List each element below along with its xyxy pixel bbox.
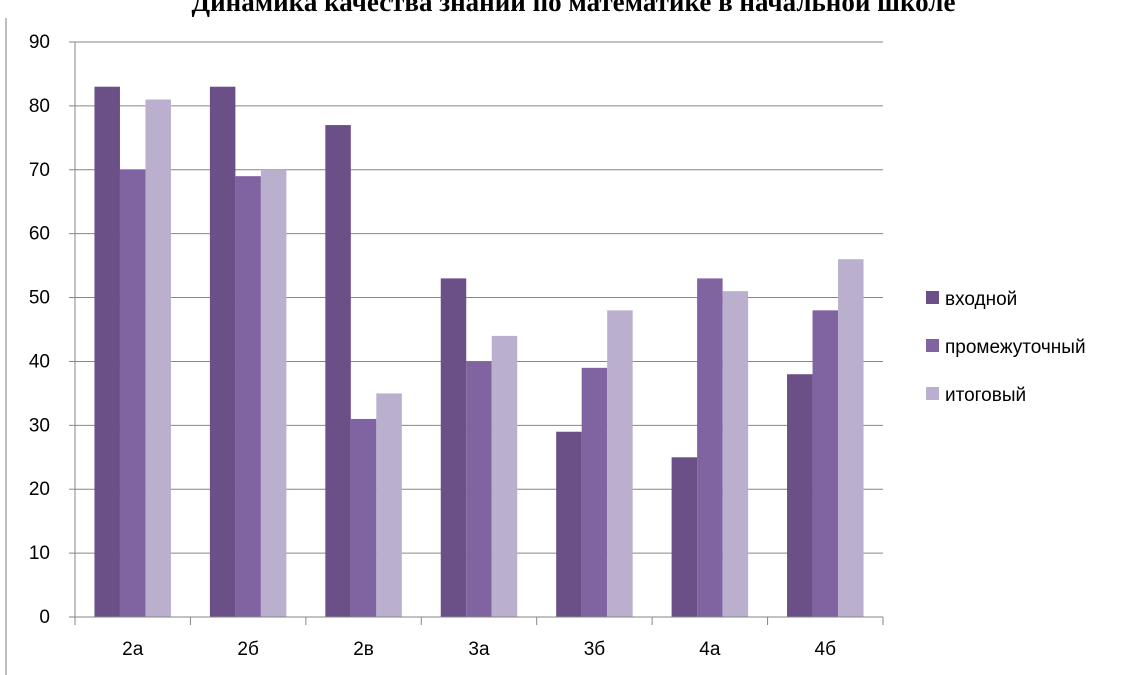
y-tick-label: 70: [29, 160, 50, 181]
x-tick-label: 3а: [468, 639, 490, 660]
bar-3-2: [260, 169, 287, 617]
bar-3-7: [838, 259, 864, 617]
bar-1-3: [325, 125, 351, 618]
y-tick-label: 50: [29, 288, 50, 309]
legend-label: итоговый: [945, 385, 1026, 406]
bar-2-7: [812, 310, 839, 617]
bar-1-2: [209, 86, 236, 617]
x-tick-label: 2б: [237, 639, 259, 660]
bar-1-5: [556, 431, 582, 617]
bar-2-1: [119, 169, 146, 617]
bar-1-1: [94, 86, 120, 617]
legend-swatch: [926, 387, 939, 400]
bar-3-3: [376, 393, 402, 617]
legend-swatch: [926, 291, 939, 304]
bar-1-7: [787, 374, 813, 617]
y-tick-label: 20: [29, 479, 50, 500]
legend-label: промежуточный: [945, 337, 1086, 358]
y-tick-label: 80: [29, 96, 50, 117]
y-tick-label: 40: [29, 351, 50, 372]
bar-2-5: [581, 367, 608, 617]
y-tick-label: 30: [29, 415, 50, 436]
bar-1-4: [440, 278, 467, 617]
x-tick-label: 4б: [815, 639, 837, 660]
y-tick-label: 60: [29, 224, 50, 245]
axes: [69, 41, 884, 625]
x-tick-labels: 2а 2б 2в 3а 3б 4а 4б: [122, 639, 836, 660]
bar-3-5: [607, 310, 633, 617]
y-tick-label: 90: [29, 32, 50, 53]
y-tick-label: 10: [29, 543, 50, 564]
bar-1-6: [671, 457, 698, 617]
legend-label: входной: [945, 289, 1017, 310]
bar-3-1: [145, 99, 171, 617]
bar-2-6: [697, 278, 723, 617]
x-tick-label: 3б: [584, 639, 606, 660]
x-tick-label: 2в: [353, 639, 374, 660]
x-tick-label: 4а: [699, 639, 721, 660]
bar-2-4: [466, 361, 492, 617]
legend-swatch: [926, 339, 939, 352]
bar-2-2: [235, 176, 261, 617]
chart-title: Динамика качества знаний по математике в…: [191, 0, 956, 17]
bar-3-6: [722, 291, 749, 617]
bars: [94, 86, 864, 618]
bar-3-4: [491, 335, 518, 617]
x-tick-label: 2а: [122, 639, 144, 660]
bar-2-3: [350, 418, 377, 617]
legend: входной промежуточный итоговый: [926, 289, 1086, 406]
y-tick-label: 0: [39, 607, 50, 628]
y-tick-labels: 0 10 20 30 40 50 60 70 80 90: [29, 32, 50, 628]
